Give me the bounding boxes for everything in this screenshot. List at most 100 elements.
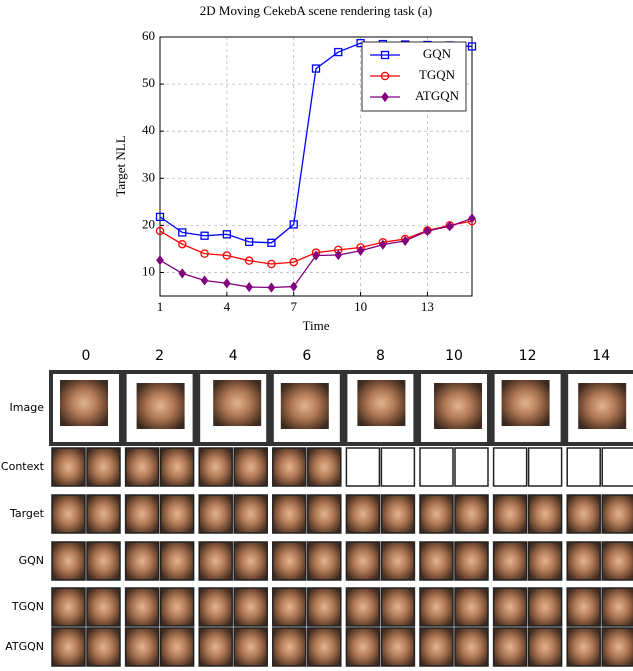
view-cell [199, 628, 232, 666]
chart-title: 2D Moving CekebA scene rendering task (a… [200, 3, 433, 18]
legend-label: TGQN [419, 67, 456, 82]
view-cell [234, 542, 267, 580]
marker [447, 222, 453, 230]
column-header: 2 [155, 348, 164, 364]
view-cell [420, 628, 453, 666]
y-axis-label: Target NLL [113, 135, 128, 196]
view-cell [381, 542, 414, 580]
x-tick-label: 7 [290, 299, 297, 314]
view-cell [273, 588, 306, 626]
view-cell [346, 588, 379, 626]
view-cell [52, 448, 85, 486]
view-cell [602, 448, 633, 486]
marker [246, 283, 252, 291]
view-cell [602, 628, 633, 666]
face-image [137, 383, 185, 429]
view-cell [455, 495, 488, 533]
column-header: 14 [592, 348, 610, 364]
view-cell [381, 588, 414, 626]
view-cell [494, 628, 527, 666]
view-cell [420, 542, 453, 580]
row-label: Image [10, 401, 45, 414]
view-cell [234, 448, 267, 486]
view-cell [602, 495, 633, 533]
view-cell [126, 542, 159, 580]
view-cell [420, 448, 453, 486]
view-cell [161, 588, 194, 626]
view-cell [199, 448, 232, 486]
view-cell [567, 448, 600, 486]
view-cell [308, 542, 341, 580]
column-header: 8 [376, 348, 385, 364]
face-image [502, 380, 550, 426]
y-tick-label: 20 [142, 216, 155, 231]
y-tick-label: 40 [142, 122, 155, 137]
face-image [281, 383, 329, 429]
view-cell [529, 495, 562, 533]
view-cell [234, 588, 267, 626]
view-cell [87, 588, 120, 626]
view-cell [381, 495, 414, 533]
view-cell [87, 448, 120, 486]
view-cell [52, 588, 85, 626]
x-tick-label: 4 [224, 299, 231, 314]
column-header: 12 [519, 348, 537, 364]
column-header: 6 [302, 348, 311, 364]
row-label: GQN [19, 554, 44, 567]
page: 2D Moving CekebA scene rendering task (a… [0, 0, 633, 671]
view-cell [308, 495, 341, 533]
view-cell [346, 495, 379, 533]
view-cell [161, 448, 194, 486]
view-cell [199, 588, 232, 626]
legend-label: ATGQN [415, 88, 460, 103]
view-cell [199, 495, 232, 533]
view-cell [273, 495, 306, 533]
view-cell [346, 628, 379, 666]
view-cell [567, 495, 600, 533]
view-cell [199, 542, 232, 580]
view-cell [346, 448, 379, 486]
view-cell [52, 495, 85, 533]
x-tick-label: 10 [354, 299, 367, 314]
view-cell [87, 628, 120, 666]
view-cell [161, 542, 194, 580]
view-cell [308, 448, 341, 486]
view-cell [529, 588, 562, 626]
legend-label: GQN [423, 46, 452, 61]
view-cell [420, 588, 453, 626]
marker [179, 269, 185, 277]
view-cell [126, 448, 159, 486]
view-cell [567, 628, 600, 666]
view-cell [346, 542, 379, 580]
x-tick-label: 1 [157, 299, 164, 314]
face-image [357, 380, 405, 426]
row-label: Context [1, 460, 45, 473]
figure: 2D Moving CekebA scene rendering task (a… [0, 0, 633, 671]
view-cell [234, 628, 267, 666]
view-cell [273, 448, 306, 486]
x-axis-label: Time [303, 318, 330, 333]
y-tick-label: 30 [142, 169, 155, 184]
view-cell [87, 542, 120, 580]
view-cell [161, 495, 194, 533]
row-label: ATGQN [5, 640, 44, 653]
view-cell [381, 628, 414, 666]
view-cell [273, 628, 306, 666]
view-cell [494, 542, 527, 580]
view-cell [381, 448, 414, 486]
view-cell [273, 542, 306, 580]
view-cell [494, 588, 527, 626]
view-cell [52, 628, 85, 666]
view-cell [234, 495, 267, 533]
view-cell [529, 448, 562, 486]
column-header: 4 [229, 348, 238, 364]
view-cell [494, 448, 527, 486]
marker [202, 276, 208, 284]
view-cell [87, 495, 120, 533]
view-cell [494, 495, 527, 533]
view-cell [602, 542, 633, 580]
face-image [578, 383, 626, 429]
marker [268, 284, 274, 292]
view-cell [455, 628, 488, 666]
row-label: Target [9, 507, 45, 520]
